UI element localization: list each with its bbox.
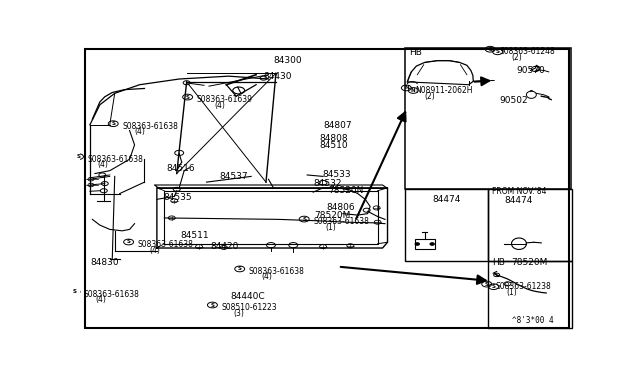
Text: S: S [495,49,500,54]
Bar [405,189,488,261]
Text: (1): (1) [326,222,336,232]
Text: 84516: 84516 [167,164,195,173]
Text: S: S [484,282,489,286]
Text: S08363-61238: S08363-61238 [495,282,552,291]
Text: 78520M: 78520M [511,259,548,267]
Text: S: S [186,94,189,100]
Text: S: S [492,284,495,289]
Text: ^8'3*00 4: ^8'3*00 4 [511,316,553,326]
Text: 84808: 84808 [319,134,348,143]
Text: S: S [77,154,81,159]
Text: (2): (2) [511,53,522,62]
Text: S08363-61638: S08363-61638 [138,240,193,249]
Text: (3): (3) [234,308,244,318]
Text: 84533: 84533 [322,170,351,179]
Text: N: N [411,88,415,93]
Text: FROM NOV.'84: FROM NOV.'84 [492,187,546,196]
Text: 90570: 90570 [516,66,545,75]
Text: S: S [237,266,242,272]
Text: (1): (1) [507,288,517,296]
Text: 78520N: 78520N [328,186,364,195]
Text: 84510: 84510 [319,141,348,150]
Text: 84474: 84474 [504,196,532,205]
Text: S08363-61638: S08363-61638 [88,155,143,164]
Text: 84440C: 84440C [230,292,265,301]
Bar [405,48,571,189]
Text: S08363-61638: S08363-61638 [122,122,178,131]
Text: 84474: 84474 [432,195,461,204]
Text: S: S [488,47,492,52]
Text: S08363-61639: S08363-61639 [196,95,253,104]
Text: S08510-61223: S08510-61223 [221,303,277,312]
Text: S: S [127,240,131,244]
Text: (4): (4) [214,100,225,110]
Text: HB: HB [492,259,504,267]
Text: HB: HB [409,48,422,57]
Text: 84807: 84807 [323,121,351,130]
Text: 84511: 84511 [180,231,209,240]
Bar [488,189,572,261]
Text: S: S [111,121,115,126]
Text: 84300: 84300 [273,56,302,65]
Text: 90502: 90502 [499,96,528,105]
Text: (4): (4) [95,295,106,304]
Text: 78520M: 78520M [314,211,351,220]
Text: 84535: 84535 [163,193,192,202]
Text: N: N [404,86,409,90]
Text: 84537: 84537 [219,172,248,181]
Text: (2): (2) [425,92,435,101]
Text: S08363-61638: S08363-61638 [313,217,369,226]
Text: S08363-61638: S08363-61638 [84,290,140,299]
Text: (4): (4) [134,127,145,136]
Text: 84830: 84830 [90,259,118,267]
Text: S: S [302,217,306,222]
Circle shape [415,243,419,245]
Text: S08363-61638: S08363-61638 [249,267,305,276]
Text: (4): (4) [150,246,160,254]
Circle shape [430,243,434,245]
Bar [415,238,435,250]
Text: 84430: 84430 [264,72,292,81]
Text: 84420: 84420 [210,242,238,251]
Text: N08911-2062H: N08911-2062H [415,86,473,95]
Text: (4): (4) [97,160,108,169]
Text: S: S [211,302,214,308]
Text: S08363-61248: S08363-61248 [499,47,555,56]
Text: 84532: 84532 [313,179,342,188]
Text: (4): (4) [261,272,272,282]
Bar [488,261,572,328]
Text: S: S [73,289,77,294]
Text: 84806: 84806 [326,203,355,212]
